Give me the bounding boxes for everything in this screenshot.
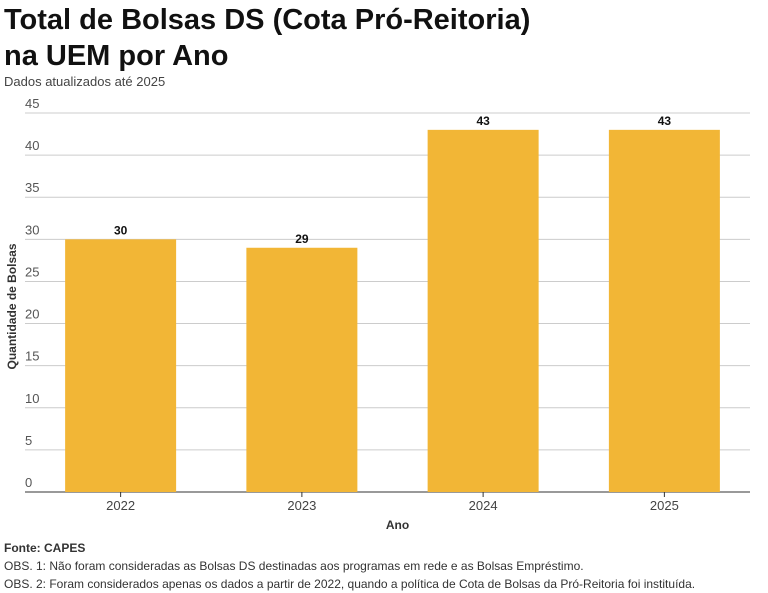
y-tick-label: 30	[25, 222, 39, 237]
x-tick-label: 2023	[287, 498, 316, 513]
y-tick-label: 15	[25, 349, 39, 364]
title-line-2: na UEM por Ano	[4, 40, 229, 72]
note-1: OBS. 1: Não foram consideradas as Bolsas…	[4, 559, 584, 573]
data-label: 29	[295, 232, 309, 246]
bar	[427, 129, 539, 492]
y-tick-label: 40	[25, 138, 39, 153]
x-axis-label: Ano	[386, 518, 409, 532]
subtitle: Dados atualizados até 2025	[4, 74, 166, 89]
chart-title: Total de Bolsas DS (Cota Pró-Reitoria) n…	[4, 2, 530, 74]
y-tick-label: 0	[25, 475, 32, 490]
footnotes: Fonte: CAPES OBS. 1: Não foram considera…	[4, 539, 695, 593]
y-tick-label: 45	[25, 96, 39, 111]
bar	[246, 247, 358, 492]
x-tick-label: 2025	[650, 498, 679, 513]
data-label: 43	[658, 114, 672, 128]
note-2: OBS. 2: Foram considerados apenas os dad…	[4, 577, 696, 591]
y-tick-label: 5	[25, 433, 32, 448]
bar	[65, 239, 177, 492]
bar	[608, 129, 720, 492]
source: Fonte: CAPES	[4, 541, 86, 555]
data-label: 43	[476, 114, 490, 128]
data-label: 30	[114, 223, 128, 237]
y-axis-label: Quantidade de Bolsas	[5, 243, 19, 369]
x-tick-label: 2024	[469, 498, 498, 513]
x-tick-label: 2022	[106, 498, 135, 513]
y-tick-label: 35	[25, 180, 39, 195]
title-line-1: Total de Bolsas DS (Cota Pró-Reitoria)	[4, 4, 531, 36]
y-tick-label: 10	[25, 391, 39, 406]
y-tick-label: 20	[25, 307, 39, 322]
y-tick-label: 25	[25, 264, 39, 279]
